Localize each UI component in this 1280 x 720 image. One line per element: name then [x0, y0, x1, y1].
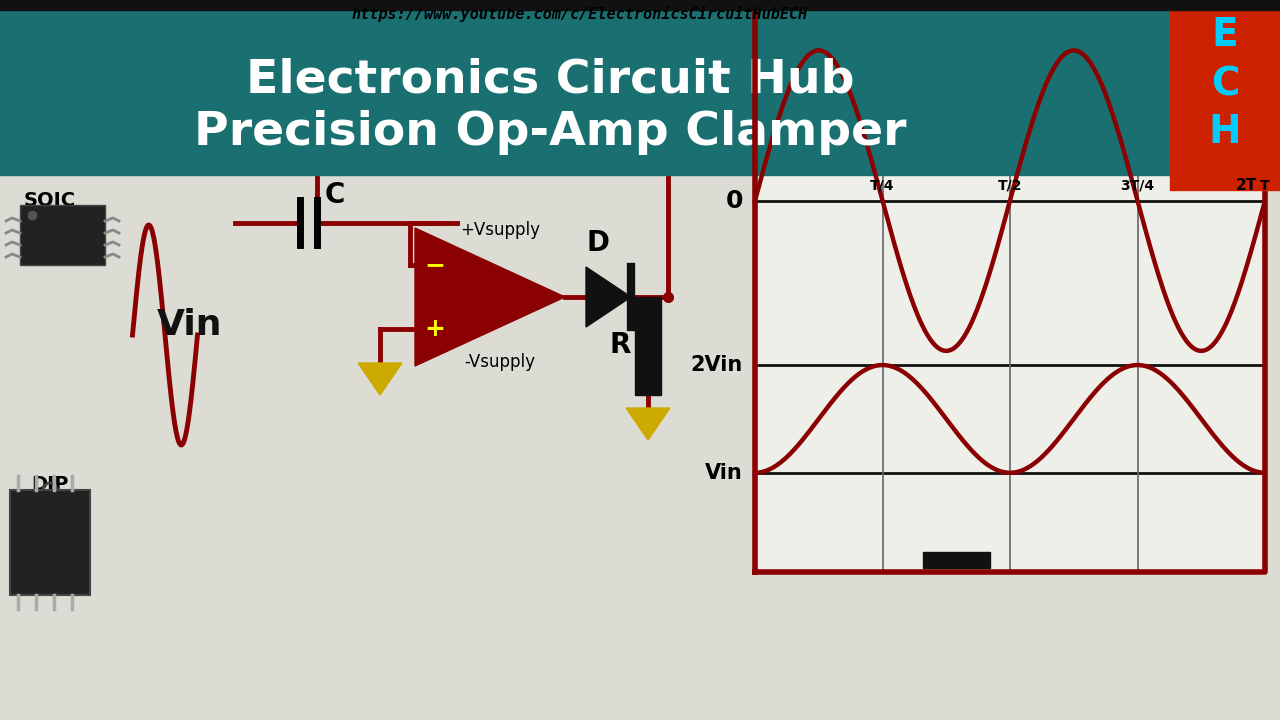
Text: C: C — [325, 181, 346, 209]
Bar — [0, 0, 1280, 10]
Text: D: D — [586, 229, 609, 257]
Text: T: T — [1261, 179, 1270, 193]
FancyBboxPatch shape — [0, 10, 1280, 175]
Text: 2T: 2T — [1235, 178, 1257, 193]
Bar — [923, 552, 989, 568]
Bar — [1170, 5, 1280, 190]
Bar — [755, 5, 1265, 572]
Bar — [635, 297, 660, 395]
Text: https://www.youtube.com/c/ElectronicsCircuitHubECH: https://www.youtube.com/c/ElectronicsCir… — [352, 6, 808, 22]
Text: 0: 0 — [726, 189, 742, 212]
Text: H: H — [1208, 113, 1242, 151]
Bar — [10, 490, 90, 595]
Text: Vin: Vin — [705, 463, 742, 483]
Text: 3T/4: 3T/4 — [1120, 179, 1155, 193]
Text: R: R — [609, 331, 631, 359]
Text: SOIC: SOIC — [24, 191, 76, 210]
Polygon shape — [586, 267, 631, 327]
Text: Electronics Circuit Hub: Electronics Circuit Hub — [246, 58, 854, 102]
Text: Vin: Vin — [157, 308, 223, 342]
Text: C: C — [1211, 65, 1239, 103]
Bar — [20, 205, 105, 265]
Text: 2Vin: 2Vin — [691, 355, 742, 375]
Text: −: − — [425, 253, 445, 277]
Text: -Vsupply: -Vsupply — [465, 353, 535, 371]
Text: DIP: DIP — [31, 475, 69, 495]
Polygon shape — [626, 408, 669, 440]
Text: E: E — [1212, 16, 1238, 54]
Text: +: + — [425, 317, 445, 341]
Bar — [0, 10, 1280, 175]
Text: +Vsupply: +Vsupply — [460, 221, 540, 239]
Text: T/4: T/4 — [870, 179, 895, 193]
Text: Precision Op-Amp Clamper: Precision Op-Amp Clamper — [193, 109, 906, 155]
Polygon shape — [358, 363, 402, 395]
Text: T/2: T/2 — [997, 179, 1023, 193]
Polygon shape — [415, 228, 564, 366]
